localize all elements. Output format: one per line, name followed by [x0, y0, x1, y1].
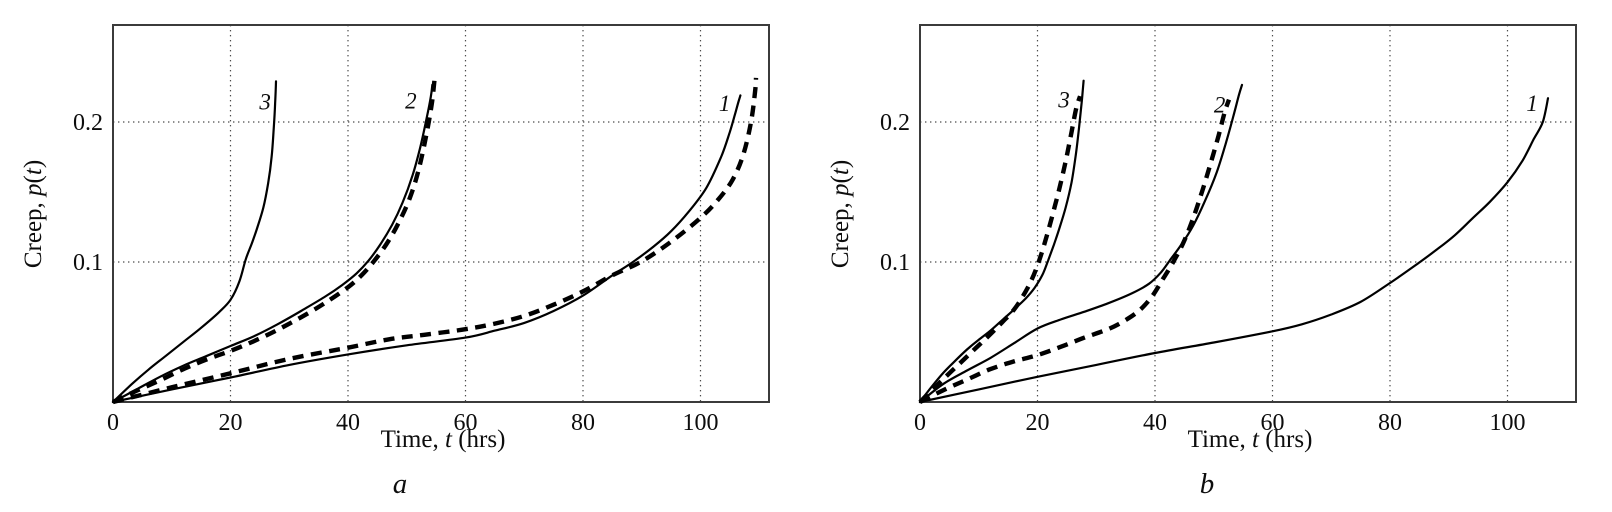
- x-tick-a-100: 100: [683, 410, 719, 436]
- plot-frame: [919, 24, 1577, 403]
- curve-b2-dashed: [918, 98, 1232, 404]
- panel-a: 3 2 1 0 20 40 60 80 100 0.1 0.2 Time, t (hrs) Creep,…: [20, 24, 770, 500]
- curve-label-b-2: 2: [1214, 93, 1226, 118]
- y-tick-b-0.2: 0.2: [880, 110, 910, 136]
- y-axis-label-a: Creep, p(t): [20, 160, 47, 268]
- x-tick-b-20: 20: [1026, 410, 1050, 436]
- x-tick-b-40: 40: [1143, 410, 1167, 436]
- x-axis-label-b: Time, t (hrs): [1188, 426, 1313, 453]
- curve-label-b-1: 1: [1526, 91, 1538, 116]
- y-tick-a-0.2: 0.2: [73, 110, 103, 136]
- x-tick-a-80: 80: [571, 410, 595, 436]
- x-tick-a-20: 20: [219, 410, 243, 436]
- y-axis-label-b: Creep, p(t): [827, 160, 854, 268]
- curve-a1-dashed: [112, 77, 759, 405]
- curve-label-b-3: 3: [1057, 88, 1070, 113]
- curve-b1-solid: [918, 97, 1550, 404]
- plot-frame: [112, 24, 770, 403]
- x-tick-a-60: 60: [454, 410, 478, 436]
- x-tick-b-60: 60: [1261, 410, 1285, 436]
- curve-b2-solid: [918, 83, 1244, 404]
- curve-a2-dashed: [112, 77, 437, 404]
- curve-label-a-1: 1: [719, 91, 731, 116]
- curve-b3-dashed: [918, 95, 1083, 404]
- panel-caption-a: a: [393, 468, 408, 500]
- x-tick-b-100: 100: [1490, 410, 1526, 436]
- panel-caption-b: b: [1200, 468, 1215, 500]
- x-tick-a-0: 0: [107, 410, 119, 436]
- panel-b: 3 2 1 0 20 40 60 80 100 0.1 0.2 Time, t (hrs) Creep,…: [827, 24, 1577, 500]
- curve-label-a-2: 2: [405, 88, 417, 113]
- curve-b3-solid: [918, 79, 1085, 404]
- curve-label-a-3: 3: [258, 90, 271, 115]
- y-tick-b-0.1: 0.1: [880, 250, 910, 276]
- x-tick-b-80: 80: [1378, 410, 1402, 436]
- x-tick-b-0: 0: [914, 410, 926, 436]
- x-axis-label-a: Time, t (hrs): [381, 426, 506, 453]
- curve-a3-solid: [111, 80, 278, 404]
- x-tick-a-40: 40: [336, 410, 360, 436]
- curve-a2-solid: [111, 83, 434, 404]
- y-tick-a-0.1: 0.1: [73, 250, 103, 276]
